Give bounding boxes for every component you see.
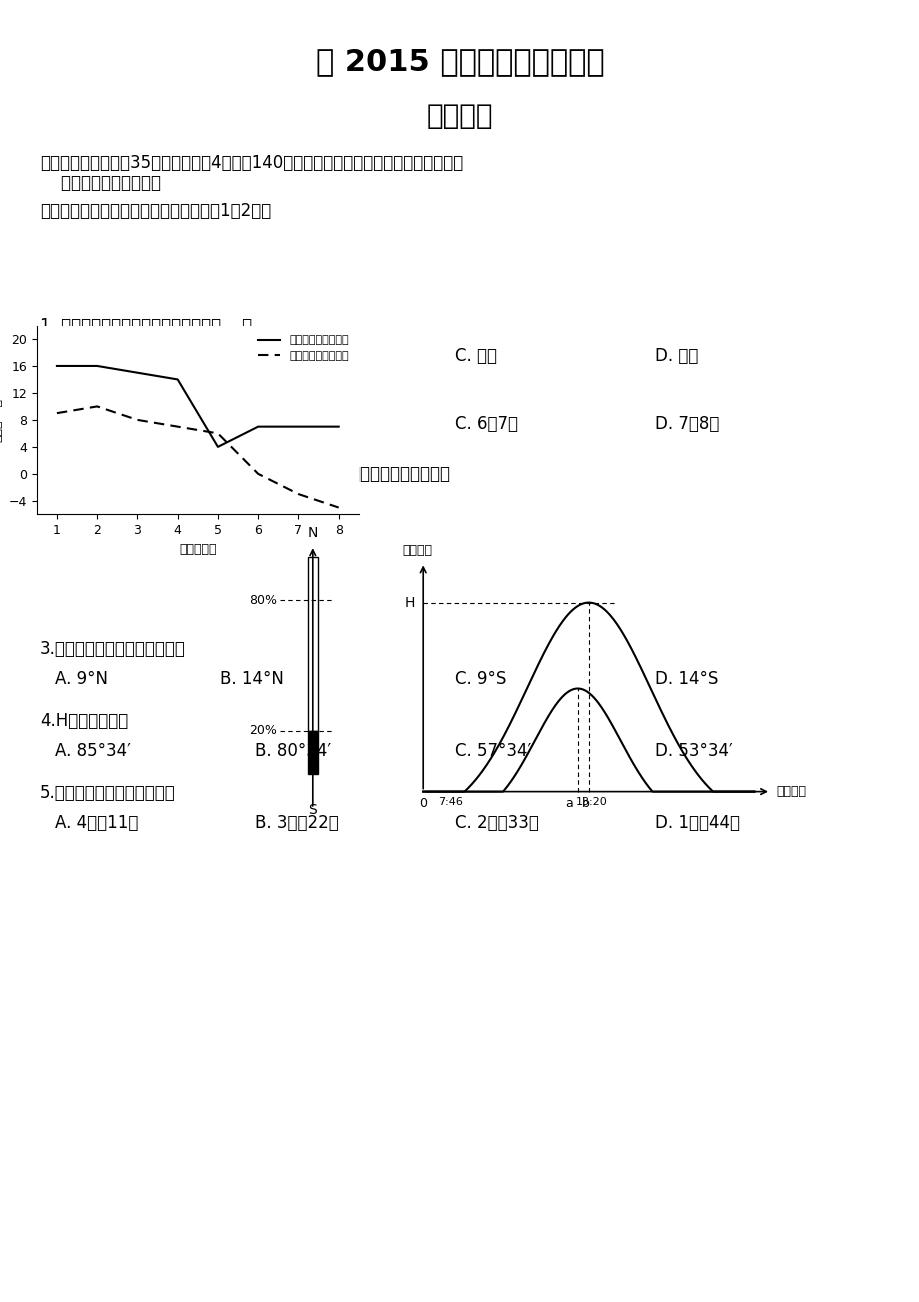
日最高气温变化曲线 — [212, 439, 223, 454]
Text: a: a — [565, 797, 573, 810]
日最低气温变化曲线 — [172, 419, 183, 435]
Text: B. 暖锋: B. 暖锋 — [255, 348, 297, 365]
Text: D. 14°S: D. 14°S — [654, 671, 718, 687]
Y-axis label: 气温（℃）: 气温（℃） — [0, 398, 3, 441]
Text: C. 9°S: C. 9°S — [455, 671, 505, 687]
日最高气温变化曲线 — [292, 419, 303, 435]
Text: 项是符合题目要求的。: 项是符合题目要求的。 — [40, 174, 161, 191]
Text: 80%: 80% — [249, 594, 278, 607]
Text: 1. 经过该地该时段的天气系统可能是（    ）: 1. 经过该地该时段的天气系统可能是（ ） — [40, 316, 252, 335]
Text: C. 57°34′: C. 57°34′ — [455, 742, 530, 760]
Text: 3.该城市所在地的纬度大约是：: 3.该城市所在地的纬度大约是： — [40, 641, 186, 658]
Text: A. 冷锋: A. 冷锋 — [55, 348, 96, 365]
Text: 据此回答3～5题：: 据此回答3～5题： — [40, 490, 131, 508]
Text: 地理测试: 地理测试 — [426, 102, 493, 130]
Text: 5.该地昼长年最大变化值为：: 5.该地昼长年最大变化值为： — [40, 784, 176, 802]
Text: A. 85°34′: A. 85°34′ — [55, 742, 130, 760]
日最高气温变化曲线 — [131, 365, 142, 380]
Text: 20%: 20% — [249, 724, 278, 737]
Text: B. 80°34′: B. 80°34′ — [255, 742, 331, 760]
Text: S: S — [308, 803, 317, 818]
Text: 一、选择题：本题共35小题，每小题4分，共140分。在每小题给出的四个选项中，只有一: 一、选择题：本题共35小题，每小题4分，共140分。在每小题给出的四个选项中，只… — [40, 154, 463, 172]
日最低气温变化曲线 — [212, 426, 223, 441]
日最低气温变化曲线 — [51, 405, 62, 421]
Text: A. 4小时11分: A. 4小时11分 — [55, 814, 138, 832]
日最低气温变化曲线 — [131, 411, 142, 427]
Text: 0: 0 — [419, 797, 426, 810]
日最高气温变化曲线 — [333, 419, 344, 435]
Legend: 日最高气温变化曲线, 日最低气温变化曲线: 日最高气温变化曲线, 日最低气温变化曲线 — [254, 331, 353, 366]
日最低气温变化曲线 — [253, 466, 264, 482]
Text: H: H — [404, 595, 414, 609]
Text: A. 3～4日: A. 3～4日 — [55, 415, 118, 434]
Text: C. 台风: C. 台风 — [455, 348, 496, 365]
Text: 13:20: 13:20 — [575, 797, 607, 807]
Text: D. 寒潮: D. 寒潮 — [654, 348, 698, 365]
Line: 日最低气温变化曲线: 日最低气温变化曲线 — [57, 406, 338, 508]
Text: 2. 该地太阳能热水器使用效果最差的日期是（    ）: 2. 该地太阳能热水器使用效果最差的日期是（ ） — [40, 385, 282, 404]
Bar — [308, 557, 317, 730]
Bar — [308, 730, 317, 775]
Text: 7:46: 7:46 — [437, 797, 463, 807]
Text: 太阳高度: 太阳高度 — [403, 544, 432, 557]
Text: B. 5～6日: B. 5～6日 — [255, 415, 318, 434]
Text: D. 1小时44分: D. 1小时44分 — [654, 814, 739, 832]
Text: 下图是某城市夏至日到冬至日正午旗杆朝向天数所占比例和该地二至日太阳高度变化示意图，: 下图是某城市夏至日到冬至日正午旗杆朝向天数所占比例和该地二至日太阳高度变化示意图… — [40, 465, 449, 483]
Text: 读我国某地某时段气温变化示意图，回答1～2题。: 读我国某地某时段气温变化示意图，回答1～2题。 — [40, 202, 271, 220]
日最低气温变化曲线 — [333, 500, 344, 516]
Text: 北京时间: 北京时间 — [776, 785, 806, 798]
Text: N: N — [307, 526, 318, 539]
Text: C. 6～7日: C. 6～7日 — [455, 415, 517, 434]
Text: B. 14°N: B. 14°N — [220, 671, 284, 687]
Text: A. 9°N: A. 9°N — [55, 671, 108, 687]
Line: 日最高气温变化曲线: 日最高气温变化曲线 — [57, 366, 338, 447]
Text: b: b — [582, 797, 589, 810]
Text: D. 53°34′: D. 53°34′ — [654, 742, 732, 760]
Text: C. 2小时33分: C. 2小时33分 — [455, 814, 539, 832]
Text: 4.H的值可能是：: 4.H的值可能是： — [40, 712, 128, 730]
Text: 高 2015 级文高三第一次月考: 高 2015 级文高三第一次月考 — [315, 47, 604, 76]
X-axis label: 日期（日）: 日期（日） — [179, 543, 216, 556]
日最高气温变化曲线 — [253, 419, 264, 435]
日最高气温变化曲线 — [172, 371, 183, 387]
日最高气温变化曲线 — [92, 358, 103, 374]
日最高气温变化曲线 — [51, 358, 62, 374]
Text: D. 7～8日: D. 7～8日 — [654, 415, 719, 434]
Text: B. 3小时22分: B. 3小时22分 — [255, 814, 338, 832]
日最低气温变化曲线 — [292, 486, 303, 501]
日最低气温变化曲线 — [92, 398, 103, 414]
